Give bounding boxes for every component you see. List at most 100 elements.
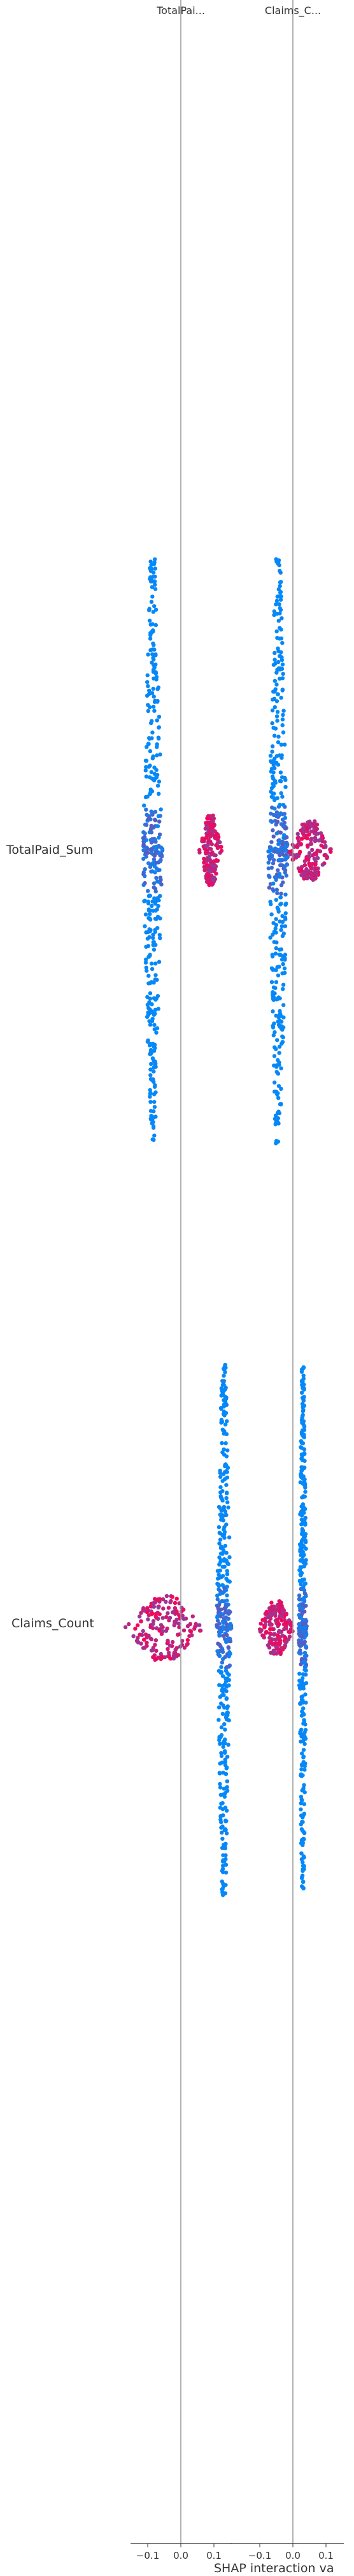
shap-point xyxy=(275,1092,280,1097)
shap-point xyxy=(223,1737,227,1742)
shap-point xyxy=(274,1637,279,1642)
shap-point xyxy=(157,819,162,824)
shap-point xyxy=(297,869,302,874)
shap-point xyxy=(281,672,285,676)
shap-point xyxy=(275,1038,280,1042)
shap-point xyxy=(154,867,159,871)
shap-point xyxy=(277,872,282,876)
shap-point xyxy=(151,1622,155,1626)
shap-point xyxy=(222,1884,226,1889)
shap-point xyxy=(225,1500,230,1504)
shap-point xyxy=(146,684,150,689)
shap-point xyxy=(283,970,287,975)
shap-point xyxy=(150,630,154,635)
shap-point xyxy=(166,1638,170,1643)
shap-point xyxy=(220,1801,225,1806)
shap-point xyxy=(153,557,157,561)
shap-point xyxy=(297,838,301,844)
shap-point xyxy=(157,1629,162,1633)
shap-point xyxy=(278,863,283,868)
shap-point xyxy=(271,1033,276,1038)
shap-point xyxy=(313,819,317,824)
shap-point xyxy=(216,1602,222,1608)
shap-point xyxy=(166,1611,170,1616)
shap-point xyxy=(270,805,274,810)
shap-point xyxy=(216,1576,220,1581)
shap-point xyxy=(279,695,283,700)
shap-point xyxy=(275,710,280,714)
shap-point xyxy=(160,1625,165,1630)
shap-point xyxy=(134,1639,139,1643)
shap-point xyxy=(215,1615,220,1620)
shap-point xyxy=(299,1727,304,1732)
shap-point xyxy=(271,812,276,817)
shap-point xyxy=(223,1615,229,1620)
shap-point xyxy=(221,1472,226,1476)
shap-point xyxy=(157,714,162,719)
shap-point xyxy=(152,694,156,699)
shap-point xyxy=(147,927,152,932)
shap-point xyxy=(226,1743,230,1747)
shap-point xyxy=(157,791,161,796)
shap-point xyxy=(152,1069,156,1074)
shap-point xyxy=(284,840,289,845)
shap-point xyxy=(219,844,223,849)
shap-point xyxy=(270,749,274,754)
shap-point xyxy=(310,847,315,853)
x-tick-label: 0.0 xyxy=(285,2550,301,2561)
shap-point xyxy=(153,839,158,844)
shap-point xyxy=(276,1019,280,1024)
shap-point xyxy=(299,1657,304,1661)
shap-point xyxy=(144,758,149,763)
shap-point xyxy=(177,1625,181,1630)
shap-point xyxy=(318,831,323,835)
shap-point xyxy=(225,1779,230,1783)
shap-point xyxy=(268,1632,273,1637)
shap-point xyxy=(217,1555,222,1560)
shap-point xyxy=(273,1090,277,1094)
shap-point xyxy=(145,1039,150,1044)
shap-point xyxy=(207,854,211,859)
shap-point xyxy=(223,1772,229,1776)
shap-point xyxy=(270,708,275,713)
shap-point xyxy=(301,1841,305,1845)
shap-point xyxy=(314,866,319,871)
shap-point xyxy=(267,886,272,890)
shap-point xyxy=(307,832,311,837)
shap-point xyxy=(266,860,271,865)
shap-point xyxy=(207,828,212,833)
shap-point xyxy=(300,1367,304,1372)
shap-point xyxy=(276,1096,281,1100)
shap-point xyxy=(267,854,271,859)
shap-point xyxy=(280,676,285,680)
shap-point xyxy=(224,1639,229,1644)
shap-point xyxy=(222,1749,227,1753)
shap-point xyxy=(220,1574,225,1578)
shap-point xyxy=(180,1613,185,1618)
shap-point xyxy=(148,1067,153,1072)
shap-point xyxy=(271,861,276,866)
shap-point xyxy=(301,1634,305,1639)
shap-point xyxy=(153,582,157,587)
shap-point xyxy=(153,809,158,814)
shap-point xyxy=(147,705,152,710)
shap-point xyxy=(302,1483,308,1488)
shap-point xyxy=(152,1133,157,1138)
shap-point xyxy=(148,791,152,796)
shap-point xyxy=(278,677,282,681)
shap-point xyxy=(166,1646,170,1651)
shap-point xyxy=(268,753,273,758)
shap-point xyxy=(150,1056,155,1061)
shap-point xyxy=(157,933,162,937)
shap-point xyxy=(177,1613,181,1618)
shap-point xyxy=(282,966,287,971)
shap-point xyxy=(223,1741,227,1746)
shap-point xyxy=(280,662,285,667)
x-tick-label: 0.1 xyxy=(206,2550,222,2561)
shap-point xyxy=(295,831,300,837)
shap-point xyxy=(322,840,327,844)
shap-point xyxy=(277,813,281,817)
shap-point xyxy=(322,853,327,858)
shap-point xyxy=(146,1613,151,1618)
shap-point xyxy=(158,936,162,940)
